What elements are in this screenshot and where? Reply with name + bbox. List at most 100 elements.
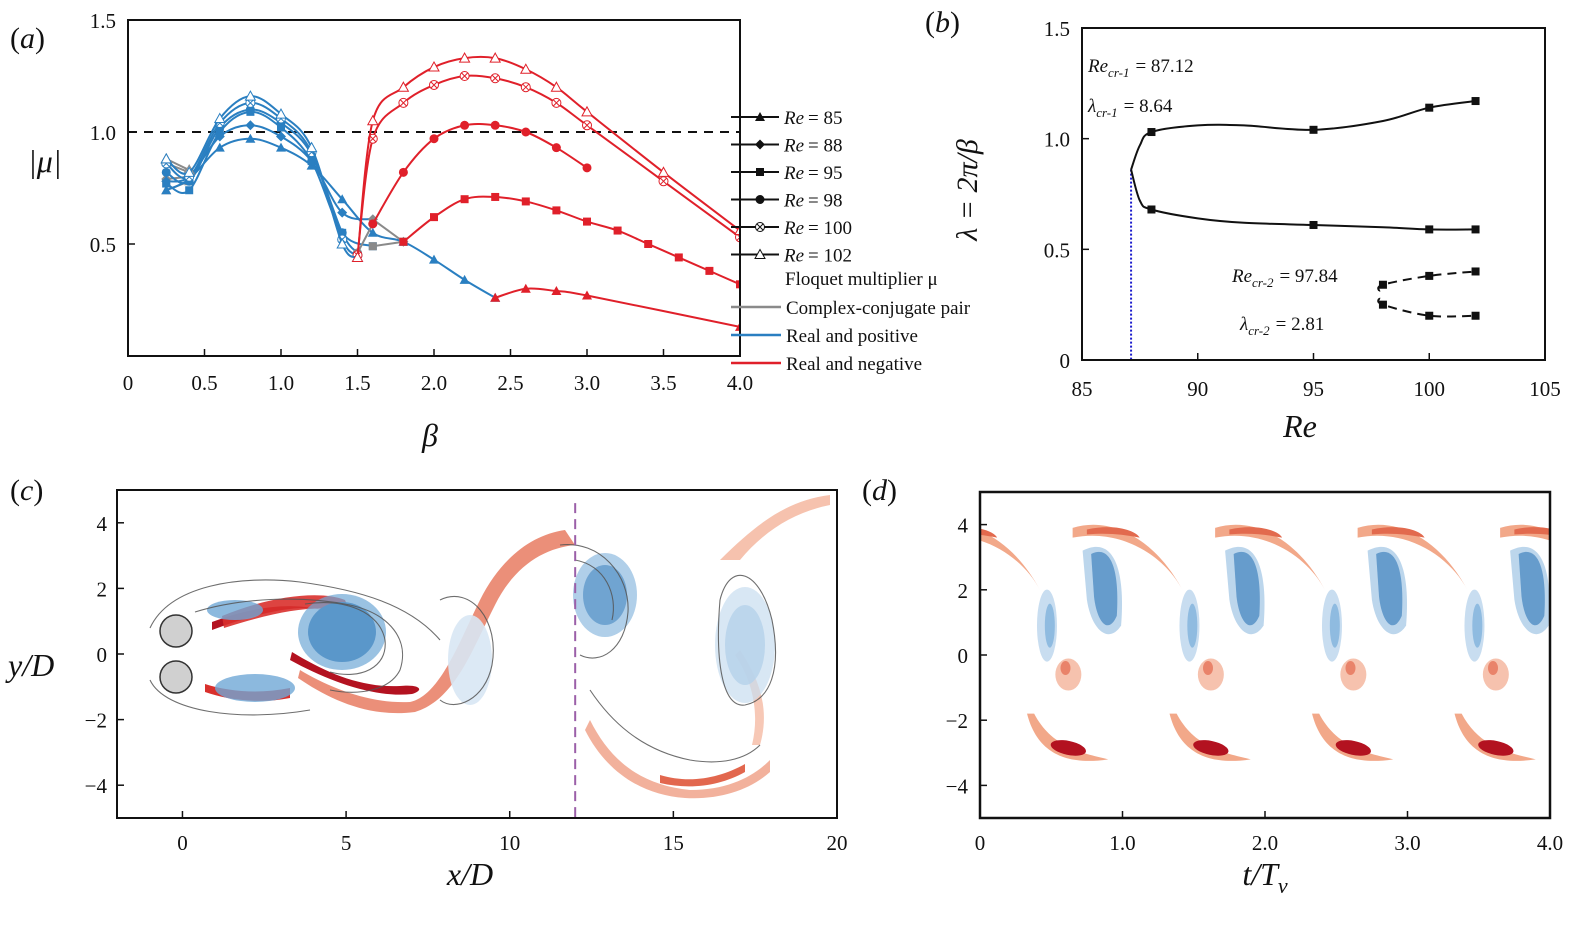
y-tick-label: 1.5	[1044, 17, 1070, 41]
annotation-re-cr1: Recr-1 = 87.12	[1087, 56, 1194, 80]
panel-a-plot-area	[160, 52, 740, 331]
data-point-2-3-10	[705, 266, 714, 275]
upper-positive-band	[1215, 524, 1325, 590]
legend-type-label: Real and positive	[786, 326, 918, 347]
legend-marker	[756, 168, 764, 176]
panel-a-ticks: 0 0.5 1.0 1.5 2.0 2.5 3.0 3.5 4.0 0.5 1.0 1.5	[90, 9, 753, 395]
x-tick-label: 2.0	[1252, 831, 1278, 855]
legend-marker	[755, 195, 765, 204]
upper-positive-core	[1229, 527, 1283, 538]
data-point-5-1-3	[244, 90, 257, 101]
panel-d-spatiotemporal-field	[980, 524, 1550, 761]
upper-positive-band	[1357, 524, 1468, 590]
y-tick-label: −4	[946, 774, 969, 798]
annotation-lambda-cr2: λcr-2 = 2.81	[1239, 314, 1324, 338]
data-point-1-1-3	[245, 120, 256, 131]
series-line-0-2	[494, 287, 740, 328]
x-tick-label: 15	[663, 831, 684, 855]
lower-positive-core	[1478, 740, 1514, 756]
branch-point	[1309, 125, 1318, 134]
data-point-3-0-3	[245, 105, 255, 115]
data-point-5-2-8	[581, 105, 593, 117]
legend-type-label: Complex-conjugate pair	[786, 298, 971, 319]
panel-b-xlabel: Re	[1282, 408, 1317, 444]
data-point-4-2-6	[520, 82, 531, 93]
data-point-5-1-1	[183, 166, 196, 177]
panel-a-ylabel: |μ|	[28, 143, 62, 179]
streamline-3	[194, 598, 404, 693]
x-tick-label: 85	[1072, 377, 1093, 401]
lower-positive-core	[1335, 740, 1372, 756]
legend-type-label: Real and negative	[786, 354, 922, 375]
legend-item-label: Re = 102	[783, 246, 852, 267]
series-re-4	[161, 71, 740, 261]
streamline-9	[717, 574, 777, 706]
streamline-1	[149, 579, 441, 641]
x-tick-label: 2.5	[497, 371, 523, 395]
annotation-re-cr2: Recr-2 = 97.84	[1231, 266, 1338, 290]
upper-positive-band	[980, 530, 1040, 590]
y-tick-label: 0.5	[90, 233, 116, 257]
y-tick-label: 0	[958, 644, 969, 668]
negative-weak-core	[1329, 603, 1340, 648]
data-point-4-2-7	[551, 97, 562, 108]
panel-b-label: (b)	[925, 6, 960, 39]
positive-small-core	[1488, 661, 1498, 676]
x-tick-label: 1.5	[344, 371, 370, 395]
data-point-5-1-0	[160, 152, 173, 164]
panel-a: (a) 0 0.5 1.0 1.5 2.0 2.5 3.0 3.5 4.0 0.5 1.0 1.5 β…	[10, 9, 971, 453]
x-tick-label: 90	[1187, 377, 1208, 401]
data-point-2-3-5	[552, 206, 561, 215]
series-re-5	[160, 52, 740, 262]
data-point-4-2-5	[490, 73, 501, 84]
data-point-0-1-10	[459, 274, 470, 284]
data-point-3-2-4	[490, 120, 500, 130]
contour-negative-9	[448, 615, 492, 705]
x-tick-label: 0	[177, 831, 188, 855]
x-tick-label: 4.0	[727, 371, 753, 395]
panel-d-label: (d)	[862, 474, 897, 507]
data-point-0-2-1	[520, 283, 531, 293]
branch-point	[1471, 225, 1480, 234]
data-point-5-1-5	[305, 141, 318, 153]
y-tick-label: 0.5	[1044, 238, 1070, 262]
x-tick-label: 1.0	[1109, 831, 1135, 855]
x-tick-label: 1.0	[268, 371, 294, 395]
data-point-5-1-4	[275, 108, 287, 119]
negative-vortex-halo	[1510, 546, 1550, 635]
legend-item-label: Re = 95	[783, 163, 843, 184]
data-point-1-1-4	[276, 131, 286, 142]
data-point-0-1-4	[276, 142, 286, 152]
branch-point	[1471, 267, 1480, 276]
panel-c-xlabel: x/D	[446, 856, 493, 892]
x-tick-label: 5	[341, 831, 352, 855]
negative-vortex-halo	[1367, 546, 1408, 635]
data-point-3-2-1	[398, 167, 408, 177]
y-tick-label: 0	[97, 643, 108, 667]
panel-b-frame	[1081, 27, 1546, 361]
branch-point	[1425, 225, 1434, 234]
panel-c-label: (c)	[10, 474, 43, 507]
data-point-5-2-5	[489, 52, 502, 63]
data-point-0-1-2	[214, 142, 225, 152]
data-point-5-2-3	[428, 61, 440, 72]
branch-point	[1425, 271, 1434, 280]
series-line-5-1	[165, 95, 359, 259]
data-point-4-2-2	[398, 97, 409, 108]
upper-positive-core	[980, 528, 998, 538]
data-point-0-2-3	[582, 290, 592, 300]
data-point-2-3-1	[430, 213, 438, 222]
data-point-4-2-3	[429, 79, 439, 90]
panel-d: (d) 0 1.0 2.0 3.0 4.0 4 2 0 −2 −4 t/Tv	[862, 474, 1563, 898]
contour-negative-6	[715, 587, 775, 703]
streamline-4	[304, 602, 386, 675]
legend-marker	[754, 248, 766, 259]
contour-negative-7	[215, 674, 295, 702]
panel-d-frame	[978, 490, 1552, 820]
series-line-0-1	[165, 137, 496, 299]
data-point-3-2-2	[429, 134, 439, 144]
data-point-2-3-4	[521, 197, 530, 206]
data-point-5-1-6	[336, 237, 349, 249]
